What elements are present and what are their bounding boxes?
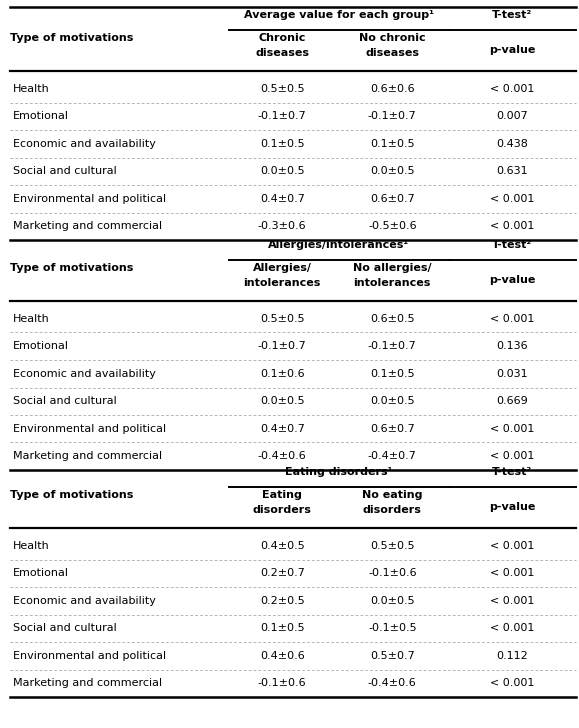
Text: < 0.001: < 0.001	[490, 541, 534, 551]
Text: Economic and availability: Economic and availability	[13, 139, 156, 149]
Text: 0.5±0.5: 0.5±0.5	[260, 84, 305, 94]
Text: intolerances: intolerances	[354, 278, 431, 288]
Text: 0.1±0.5: 0.1±0.5	[260, 139, 305, 149]
Text: -0.1±0.6: -0.1±0.6	[368, 569, 416, 578]
Text: -0.4±0.6: -0.4±0.6	[368, 678, 417, 688]
Text: 0.0±0.5: 0.0±0.5	[260, 396, 305, 406]
Text: No chronic: No chronic	[359, 33, 426, 43]
Text: -0.1±0.5: -0.1±0.5	[368, 623, 416, 633]
Text: < 0.001: < 0.001	[490, 84, 534, 94]
Text: Type of motivations: Type of motivations	[10, 490, 134, 500]
Text: 0.1±0.6: 0.1±0.6	[260, 369, 305, 379]
Text: < 0.001: < 0.001	[490, 451, 534, 462]
Text: T-test²: T-test²	[492, 240, 533, 250]
Text: -0.4±0.6: -0.4±0.6	[258, 451, 307, 462]
Text: Type of motivations: Type of motivations	[10, 263, 134, 273]
Text: Social and cultural: Social and cultural	[13, 396, 117, 406]
Text: Allergies/: Allergies/	[253, 263, 312, 273]
Text: 0.136: 0.136	[497, 341, 528, 351]
Text: -0.1±0.6: -0.1±0.6	[258, 678, 306, 688]
Text: 0.1±0.5: 0.1±0.5	[370, 369, 415, 379]
Text: Marketing and commercial: Marketing and commercial	[13, 451, 163, 462]
Text: Chronic: Chronic	[259, 33, 306, 43]
Text: 0.0±0.5: 0.0±0.5	[370, 396, 415, 406]
Text: p-value: p-value	[489, 45, 536, 55]
Text: Health: Health	[13, 84, 50, 94]
Text: 0.6±0.7: 0.6±0.7	[370, 194, 415, 204]
Text: 0.669: 0.669	[497, 396, 528, 406]
Text: Social and cultural: Social and cultural	[13, 166, 117, 176]
Text: intolerances: intolerances	[244, 278, 321, 288]
Text: Allergies/intolerances¹: Allergies/intolerances¹	[268, 240, 409, 250]
Text: -0.5±0.6: -0.5±0.6	[368, 221, 416, 232]
Text: Eating disorders¹: Eating disorders¹	[285, 467, 393, 477]
Text: 0.112: 0.112	[497, 651, 528, 661]
Text: Emotional: Emotional	[13, 569, 69, 578]
Text: Emotional: Emotional	[13, 341, 69, 351]
Text: < 0.001: < 0.001	[490, 596, 534, 606]
Text: T-test²: T-test²	[492, 467, 533, 477]
Text: 0.6±0.6: 0.6±0.6	[370, 84, 415, 94]
Text: Environmental and political: Environmental and political	[13, 424, 166, 434]
Text: < 0.001: < 0.001	[490, 314, 534, 324]
Text: Economic and availability: Economic and availability	[13, 369, 156, 379]
Text: T-test²: T-test²	[492, 10, 533, 20]
Text: 0.5±0.5: 0.5±0.5	[260, 314, 305, 324]
Text: 0.6±0.5: 0.6±0.5	[370, 314, 415, 324]
Text: p-value: p-value	[489, 502, 536, 512]
Text: 0.031: 0.031	[497, 369, 528, 379]
Text: diseases: diseases	[255, 48, 309, 58]
Text: No eating: No eating	[362, 490, 423, 500]
Text: -0.3±0.6: -0.3±0.6	[258, 221, 306, 232]
Text: < 0.001: < 0.001	[490, 424, 534, 434]
Text: 0.5±0.7: 0.5±0.7	[370, 651, 415, 661]
Text: < 0.001: < 0.001	[490, 221, 534, 232]
Text: Average value for each group¹: Average value for each group¹	[244, 10, 434, 20]
Text: < 0.001: < 0.001	[490, 569, 534, 578]
Text: p-value: p-value	[489, 275, 536, 285]
Text: 0.007: 0.007	[497, 111, 528, 122]
Text: Environmental and political: Environmental and political	[13, 651, 166, 661]
Text: 0.5±0.5: 0.5±0.5	[370, 541, 415, 551]
Text: Social and cultural: Social and cultural	[13, 623, 117, 633]
Text: Health: Health	[13, 314, 50, 324]
Text: Marketing and commercial: Marketing and commercial	[13, 221, 163, 232]
Text: Economic and availability: Economic and availability	[13, 596, 156, 606]
Text: Marketing and commercial: Marketing and commercial	[13, 678, 163, 688]
Text: Health: Health	[13, 541, 50, 551]
Text: 0.1±0.5: 0.1±0.5	[370, 139, 415, 149]
Text: Environmental and political: Environmental and political	[13, 194, 166, 204]
Text: 0.4±0.5: 0.4±0.5	[260, 541, 305, 551]
Text: 0.0±0.5: 0.0±0.5	[370, 166, 415, 176]
Text: 0.0±0.5: 0.0±0.5	[370, 596, 415, 606]
Text: Type of motivations: Type of motivations	[10, 33, 134, 43]
Text: -0.1±0.7: -0.1±0.7	[368, 111, 417, 122]
Text: diseases: diseases	[365, 48, 419, 58]
Text: 0.2±0.5: 0.2±0.5	[260, 596, 305, 606]
Text: disorders: disorders	[253, 505, 312, 515]
Text: 0.6±0.7: 0.6±0.7	[370, 424, 415, 434]
Text: -0.1±0.7: -0.1±0.7	[258, 341, 307, 351]
Text: 0.4±0.6: 0.4±0.6	[260, 651, 305, 661]
Text: 0.631: 0.631	[497, 166, 528, 176]
Text: 0.2±0.7: 0.2±0.7	[260, 569, 305, 578]
Text: 0.1±0.5: 0.1±0.5	[260, 623, 305, 633]
Text: 0.4±0.7: 0.4±0.7	[260, 194, 305, 204]
Text: 0.0±0.5: 0.0±0.5	[260, 166, 305, 176]
Text: Eating: Eating	[262, 490, 302, 500]
Text: 0.4±0.7: 0.4±0.7	[260, 424, 305, 434]
Text: -0.1±0.7: -0.1±0.7	[368, 341, 417, 351]
Text: < 0.001: < 0.001	[490, 623, 534, 633]
Text: < 0.001: < 0.001	[490, 678, 534, 688]
Text: No allergies/: No allergies/	[353, 263, 431, 273]
Text: -0.1±0.7: -0.1±0.7	[258, 111, 307, 122]
Text: -0.4±0.7: -0.4±0.7	[368, 451, 417, 462]
Text: < 0.001: < 0.001	[490, 194, 534, 204]
Text: disorders: disorders	[363, 505, 422, 515]
Text: Emotional: Emotional	[13, 111, 69, 122]
Text: 0.438: 0.438	[496, 139, 529, 149]
